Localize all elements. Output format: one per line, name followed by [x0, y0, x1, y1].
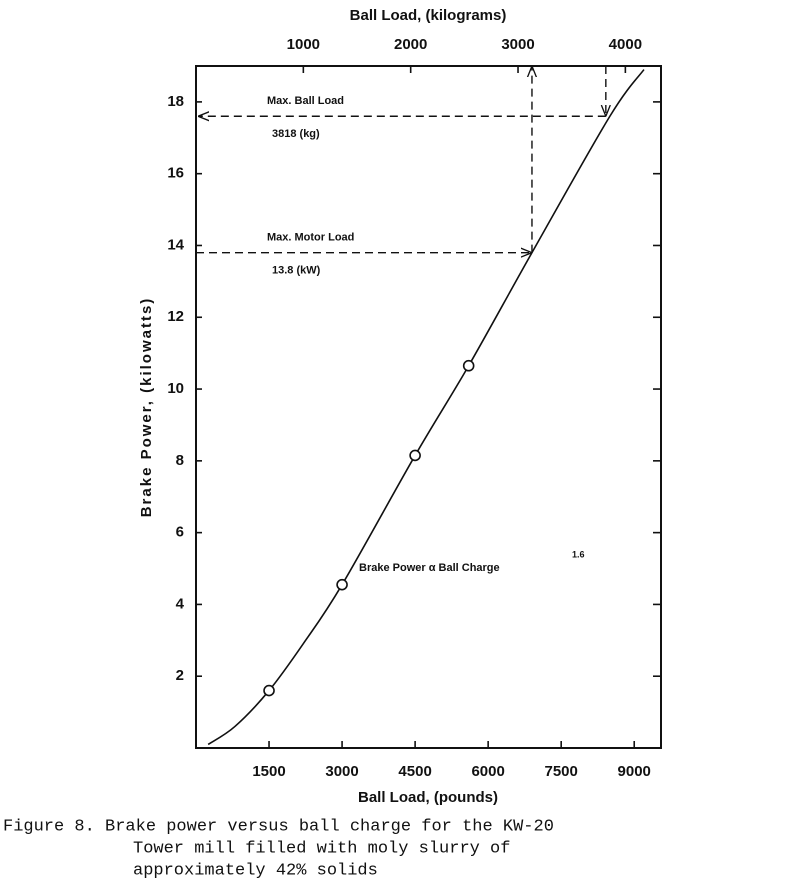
x2-tick-label: 4000 — [609, 36, 642, 53]
annotation-label: Max. Ball Load — [267, 95, 344, 107]
y-tick-label: 8 — [176, 452, 184, 469]
y-tick-label: 10 — [167, 380, 184, 397]
y-tick-label: 16 — [167, 165, 184, 182]
y-tick-label: 18 — [167, 93, 184, 110]
curve — [207, 69, 645, 746]
x-tick-label: 3000 — [325, 763, 358, 780]
caption-line: Figure 8. Brake power versus ball charge… — [3, 817, 554, 836]
data-point — [336, 578, 348, 591]
caption-line: approximately 42% solids — [133, 861, 378, 880]
y-tick-label: 2 — [176, 667, 184, 684]
x-axis-title: Ball Load, (pounds) — [358, 789, 498, 806]
relation-exponent: 1.6 — [572, 549, 585, 559]
x-tick-label: 9000 — [618, 763, 651, 780]
x-tick-label: 7500 — [544, 763, 577, 780]
x2-tick-label: 3000 — [501, 36, 534, 53]
annotation-value: 3818 (kg) — [272, 128, 320, 140]
x-tick-label: 6000 — [471, 763, 504, 780]
data-point — [462, 359, 475, 372]
y-tick-label: 14 — [167, 236, 184, 253]
annotation-value: 13.8 (kW) — [272, 265, 321, 277]
x-tick-label: 4500 — [398, 763, 431, 780]
y-axis-title: Brake Power, (kilowatts) — [138, 297, 155, 518]
relation-label: Brake Power α Ball Charge — [359, 562, 500, 574]
y-tick-label: 4 — [176, 595, 185, 612]
data-point — [409, 449, 421, 462]
x2-axis-title: Ball Load, (kilograms) — [350, 7, 507, 24]
y-tick-label: 6 — [176, 524, 184, 541]
x2-tick-label: 2000 — [394, 36, 427, 53]
x2-tick-label: 1000 — [287, 36, 320, 53]
caption-line: Tower mill filled with moly slurry of — [133, 839, 510, 858]
plot-frame — [195, 65, 662, 749]
data-point — [263, 684, 275, 697]
annotation-label: Max. Motor Load — [267, 232, 354, 244]
y-tick-label: 12 — [167, 308, 184, 325]
x-tick-label: 1500 — [252, 763, 285, 780]
